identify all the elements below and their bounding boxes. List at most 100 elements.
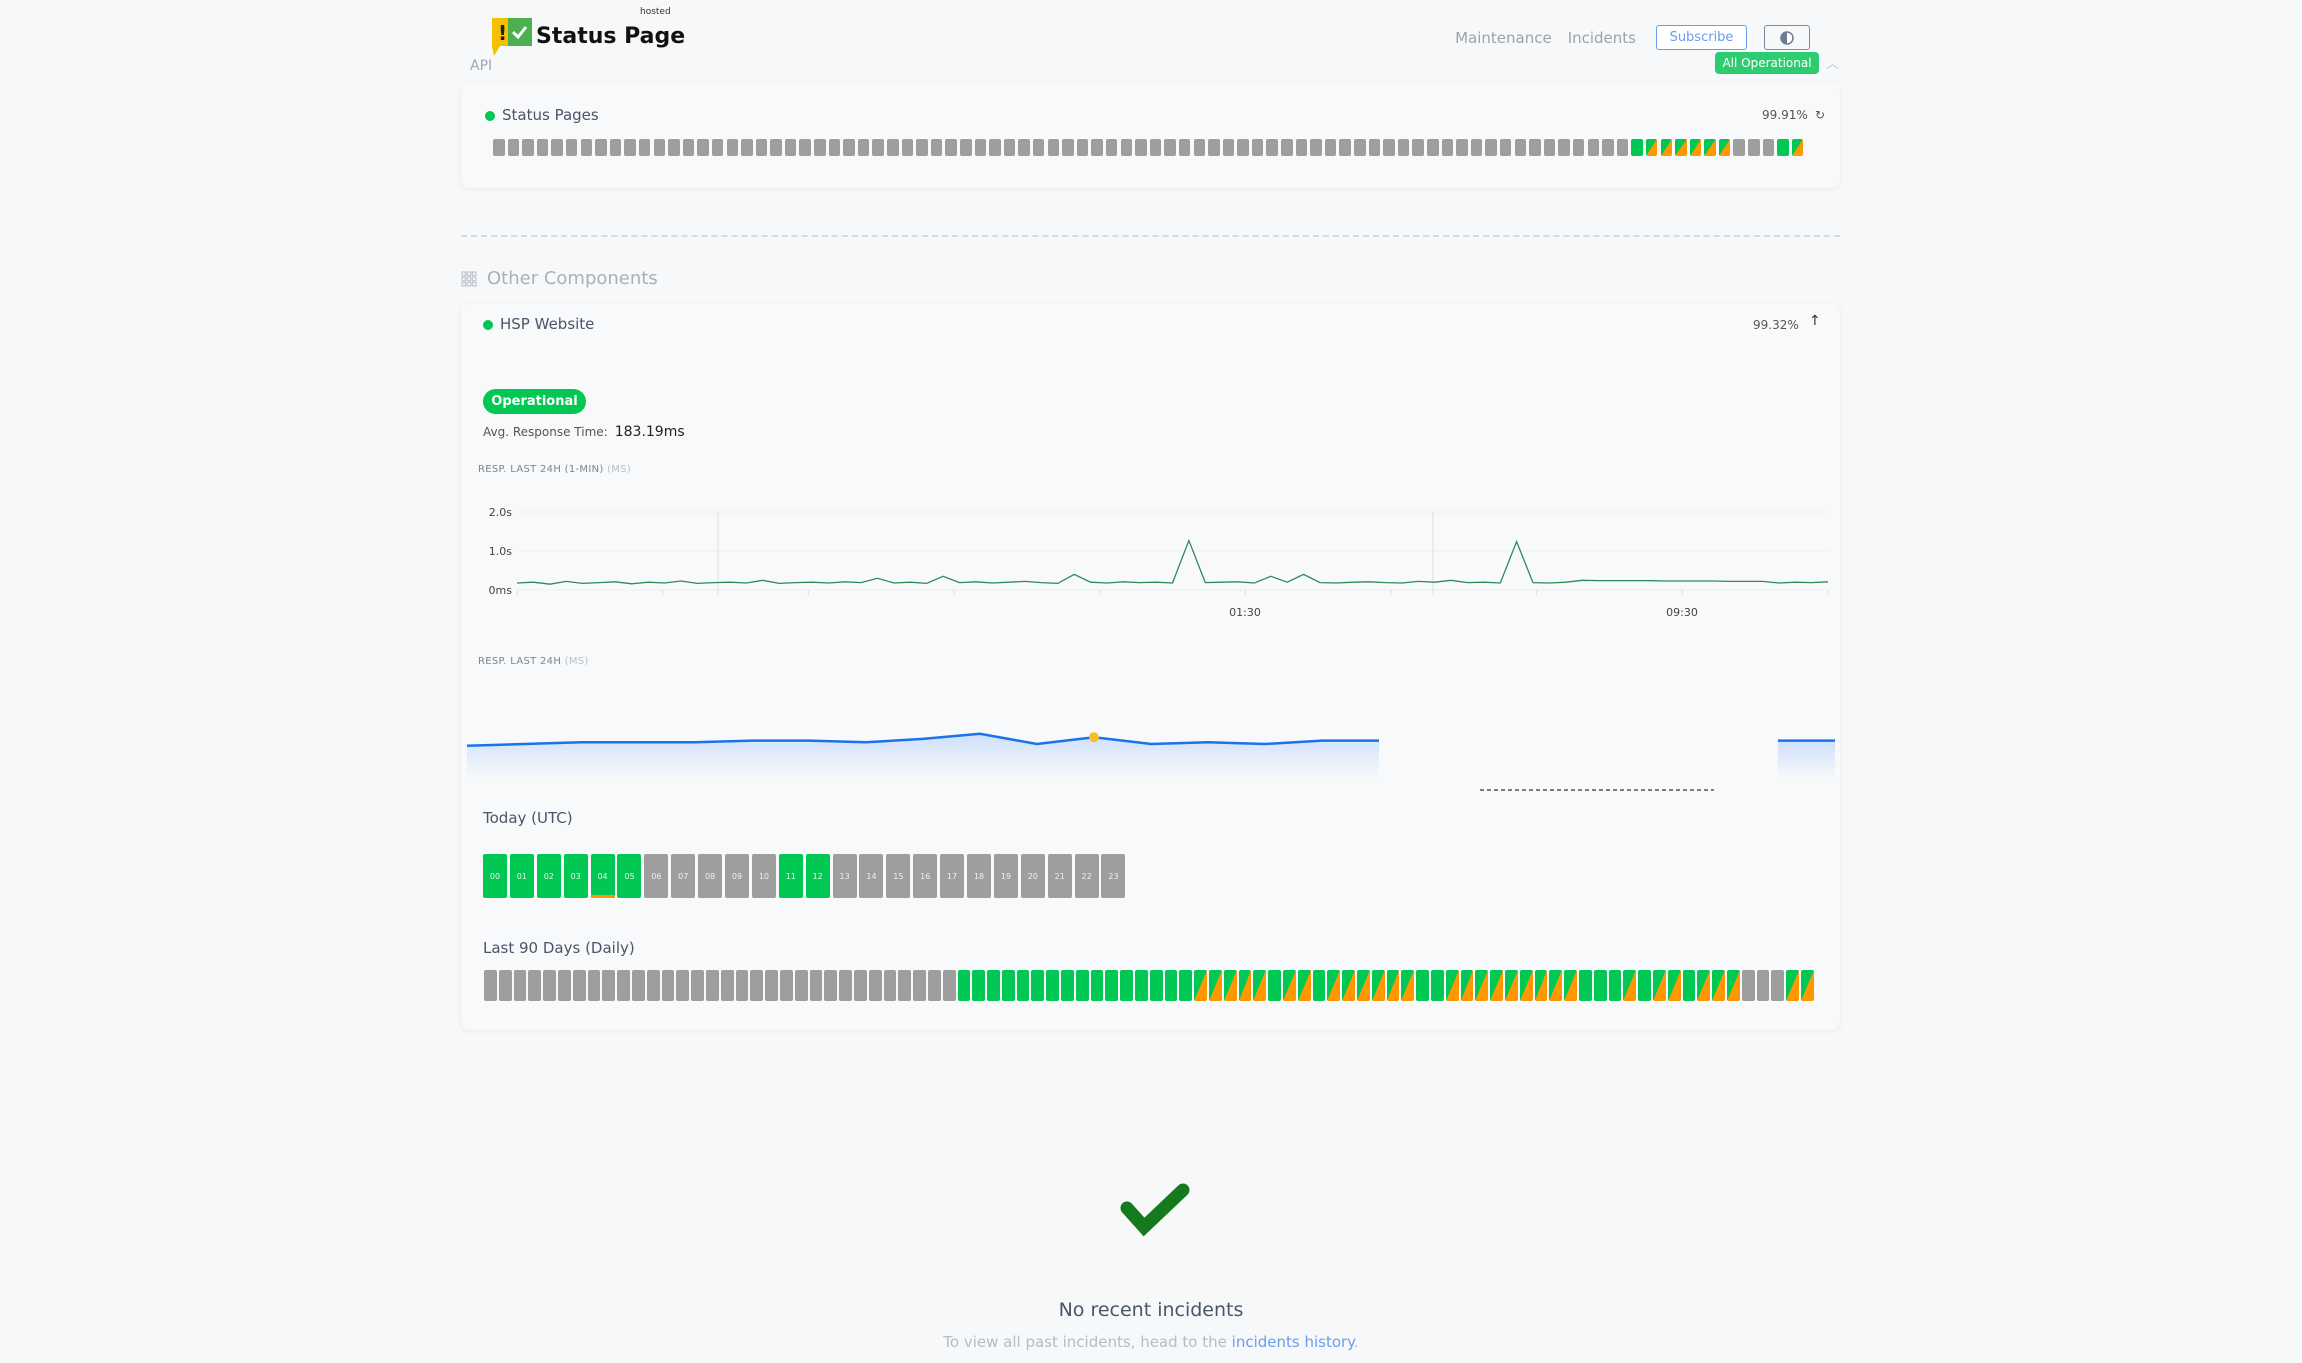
day-bar[interactable] — [839, 970, 852, 1001]
day-bar[interactable] — [872, 139, 884, 156]
refresh-icon[interactable]: ↻ — [1815, 108, 1826, 122]
day-bar[interactable] — [1397, 139, 1410, 156]
day-bar[interactable] — [1514, 139, 1527, 156]
day-bar[interactable] — [770, 139, 782, 156]
day-bar[interactable] — [697, 139, 709, 156]
day-bar[interactable] — [1499, 139, 1512, 156]
day-bar[interactable] — [1470, 139, 1483, 156]
day-bar[interactable] — [1091, 139, 1103, 156]
nav-maintenance[interactable]: Maintenance — [1455, 29, 1552, 47]
day-bar[interactable] — [1251, 139, 1264, 156]
day-bar[interactable] — [1164, 970, 1178, 1001]
day-bar[interactable] — [1718, 139, 1731, 156]
hour-bar[interactable]: 14 — [859, 854, 884, 898]
day-bar[interactable] — [1712, 970, 1725, 1001]
day-bar[interactable] — [1357, 970, 1370, 1001]
day-bar[interactable] — [960, 139, 972, 156]
day-bar[interactable] — [1733, 139, 1745, 156]
day-bar[interactable] — [1631, 139, 1643, 156]
day-bar[interactable] — [543, 970, 556, 1001]
day-bar[interactable] — [1771, 970, 1785, 1001]
day-bar[interactable] — [661, 970, 675, 1001]
day-bar[interactable] — [1572, 139, 1585, 156]
day-bar[interactable] — [1558, 139, 1570, 156]
day-bar[interactable] — [1441, 139, 1454, 156]
day-bar[interactable] — [609, 139, 622, 156]
day-bar[interactable] — [942, 970, 956, 1001]
day-bar[interactable] — [653, 139, 666, 156]
day-bar[interactable] — [750, 970, 764, 1001]
day-bar[interactable] — [1001, 970, 1015, 1001]
day-bar[interactable] — [1018, 139, 1030, 156]
day-bar[interactable] — [1368, 139, 1381, 156]
day-bar[interactable] — [1075, 970, 1089, 1001]
day-bar[interactable] — [676, 970, 690, 1001]
nav-incidents[interactable]: Incidents — [1567, 29, 1636, 47]
day-bar[interactable] — [1135, 970, 1148, 1001]
day-bar[interactable] — [1460, 970, 1474, 1001]
day-bar[interactable] — [528, 970, 542, 1001]
day-bar[interactable] — [1164, 139, 1176, 156]
day-bar[interactable] — [1179, 970, 1193, 1001]
day-bar[interactable] — [1223, 970, 1237, 1001]
day-bar[interactable] — [741, 139, 753, 156]
hour-bar[interactable]: 15 — [886, 854, 911, 898]
hour-bar[interactable]: 09 — [725, 854, 750, 898]
day-bar[interactable] — [814, 139, 826, 156]
day-bar[interactable] — [1549, 970, 1563, 1001]
day-bar[interactable] — [1238, 970, 1252, 1001]
hour-bar[interactable]: 05 — [617, 854, 642, 898]
day-bar[interactable] — [1222, 139, 1235, 156]
day-bar[interactable] — [1283, 970, 1296, 1001]
day-bar[interactable] — [755, 139, 768, 156]
day-bar[interactable] — [1529, 139, 1541, 156]
day-bar[interactable] — [1660, 139, 1672, 156]
day-bar[interactable] — [799, 139, 811, 156]
hour-bar[interactable]: 20 — [1020, 854, 1045, 898]
day-bar[interactable] — [484, 970, 497, 1001]
day-bar[interactable] — [1682, 970, 1696, 1001]
day-bar[interactable] — [1791, 139, 1804, 156]
day-bar[interactable] — [1593, 970, 1607, 1001]
day-bar[interactable] — [726, 139, 738, 156]
day-bar[interactable] — [1149, 970, 1163, 1001]
component-name[interactable]: HSP Website — [500, 315, 595, 333]
day-bar[interactable] — [779, 970, 793, 1001]
day-bar[interactable] — [1475, 970, 1489, 1001]
day-bar[interactable] — [1623, 970, 1637, 1001]
day-bar[interactable] — [631, 970, 645, 1001]
hour-bar[interactable]: 19 — [993, 854, 1018, 898]
day-bar[interactable] — [1519, 970, 1533, 1001]
day-bar[interactable] — [1445, 970, 1459, 1001]
logo-icon[interactable]: ! — [492, 18, 532, 56]
day-bar[interactable] — [794, 970, 808, 1001]
day-bar[interactable] — [1578, 970, 1592, 1001]
day-bar[interactable] — [1726, 970, 1740, 1001]
day-bar[interactable] — [1046, 970, 1060, 1001]
hour-bar[interactable]: 07 — [671, 854, 696, 898]
day-bar[interactable] — [1667, 970, 1681, 1001]
day-bar[interactable] — [1208, 139, 1220, 156]
theme-toggle-button[interactable] — [1764, 25, 1810, 50]
day-bar[interactable] — [1135, 139, 1147, 156]
day-bar[interactable] — [711, 139, 724, 156]
day-bar[interactable] — [1741, 970, 1755, 1001]
day-bar[interactable] — [1675, 139, 1687, 156]
day-bar[interactable] — [853, 970, 867, 1001]
day-bar[interactable] — [1253, 970, 1267, 1001]
day-bar[interactable] — [1090, 970, 1104, 1001]
day-bar[interactable] — [1689, 139, 1702, 156]
day-bar[interactable] — [1800, 970, 1814, 1001]
day-bar[interactable] — [1105, 139, 1118, 156]
day-bar[interactable] — [557, 970, 571, 1001]
day-bar[interactable] — [824, 970, 838, 1001]
day-bar[interactable] — [1777, 139, 1789, 156]
day-bar[interactable] — [638, 139, 651, 156]
day-bar[interactable] — [1105, 970, 1119, 1001]
day-bar[interactable] — [498, 970, 512, 1001]
day-bar[interactable] — [784, 139, 797, 156]
hour-bar[interactable]: 21 — [1047, 854, 1072, 898]
incidents-history-link[interactable]: incidents history — [1231, 1333, 1354, 1351]
day-bar[interactable] — [1371, 970, 1385, 1001]
day-bar[interactable] — [1266, 139, 1278, 156]
